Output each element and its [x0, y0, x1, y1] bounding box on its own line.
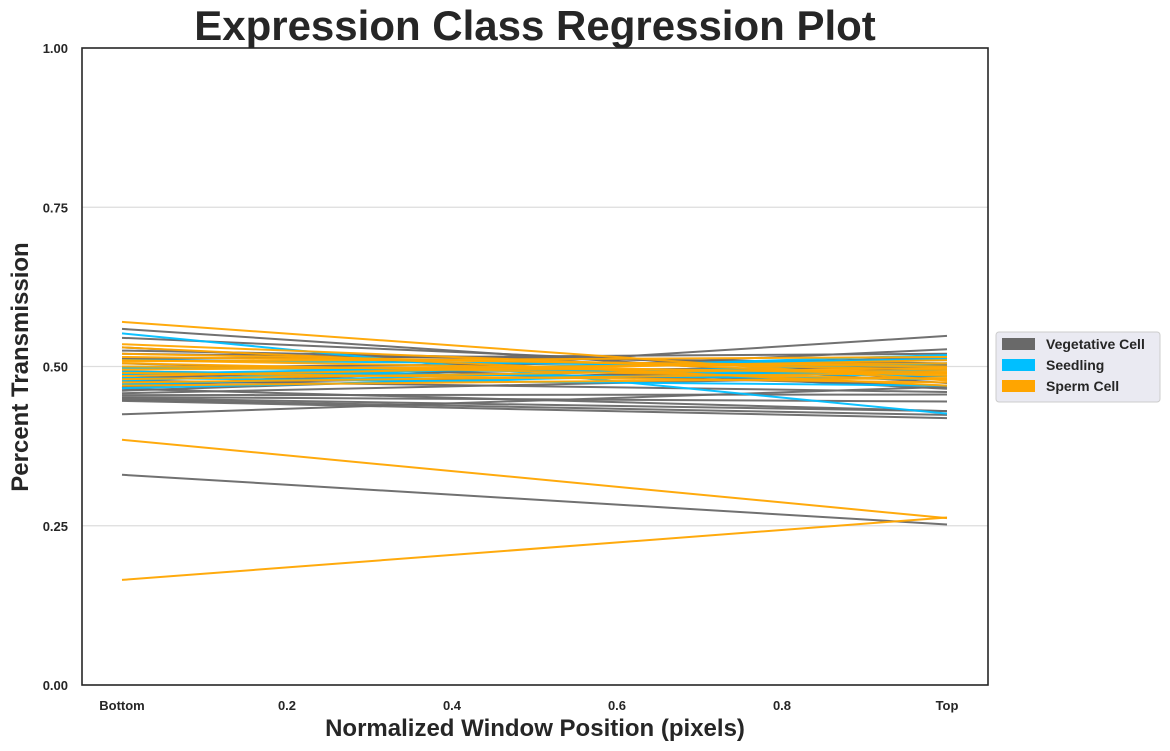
- x-tick-label-5: Top: [936, 698, 959, 713]
- y-tick-label-3: 0.75: [43, 200, 68, 215]
- x-tick-label-1: 0.2: [278, 698, 296, 713]
- x-tick-label-2: 0.4: [443, 698, 462, 713]
- regression-line-sperm-cell-11: [121, 366, 948, 381]
- regression-line-sperm-cell-13: [121, 376, 948, 387]
- regression-line-vegetative-cell-24: [121, 473, 948, 526]
- regression-line-vegetative-cell-21: [121, 399, 948, 420]
- regression-line-sperm-cell-6: [121, 362, 948, 381]
- regression-lines: [121, 320, 948, 581]
- y-tick-label-1: 0.25: [43, 519, 68, 534]
- regression-line-sperm-cell-14: [121, 355, 948, 363]
- x-axis-label: Normalized Window Position (pixels): [325, 715, 745, 742]
- regression-line-sperm-cell-16: [121, 516, 948, 581]
- regression-line-sperm-cell-15: [121, 438, 948, 520]
- legend-label-seedling: Seedling: [1046, 357, 1104, 373]
- legend-swatch-sperm-cell: [1002, 380, 1035, 392]
- y-axis-label: Percent Transmission: [7, 242, 34, 491]
- legend: Vegetative Cell Seedling Sperm Cell: [995, 331, 1161, 403]
- regression-line-vegetative-cell-20: [121, 398, 948, 416]
- legend-swatch-vegetative-cell: [1002, 338, 1035, 350]
- legend-label-vegetative-cell: Vegetative Cell: [1046, 336, 1145, 352]
- chart-title: Expression Class Regression Plot: [194, 2, 876, 49]
- regression-line-vegetative-cell-23: [121, 385, 948, 416]
- regression-line-sperm-cell-8: [121, 362, 948, 371]
- regression-line-sperm-cell-12: [121, 371, 948, 384]
- tick-labels: Bottom 0.2 0.4 0.6 0.8 Top 0.00 0.25 0.50 0.75 1.0…: [43, 41, 959, 713]
- legend-label-sperm-cell: Sperm Cell: [1046, 378, 1119, 394]
- y-tick-label-0: 0.00: [43, 678, 68, 693]
- x-tick-label-4: 0.8: [773, 698, 791, 713]
- regression-line-sperm-cell-10: [121, 359, 948, 378]
- legend-swatch-seedling: [1002, 359, 1035, 371]
- legend-box: [995, 331, 1161, 403]
- y-tick-label-4: 1.00: [43, 41, 68, 56]
- regression-line-vegetative-cell-17: [121, 393, 948, 397]
- x-tick-label-0: Bottom: [99, 698, 145, 713]
- regression-line-vegetative-cell-19: [121, 397, 948, 413]
- x-tick-label-3: 0.6: [608, 698, 626, 713]
- plot-frame: [81, 47, 989, 686]
- y-tick-label-2: 0.50: [43, 360, 68, 375]
